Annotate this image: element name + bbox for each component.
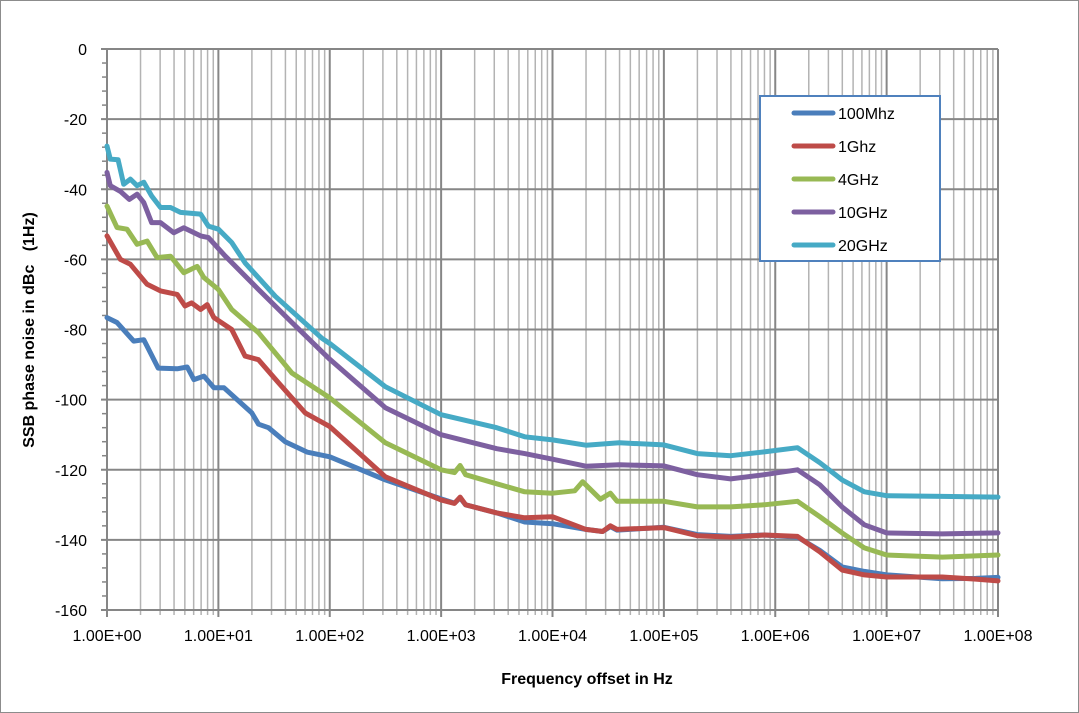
x-tick-label: 1.00E+05 <box>629 628 698 645</box>
y-tick-label: -60 <box>64 252 87 269</box>
y-tick-label: -140 <box>55 533 87 550</box>
x-tick-label: 1.00E+01 <box>184 628 253 645</box>
series-line-20ghz <box>104 143 1001 500</box>
legend-label: 1Ghz <box>838 139 876 156</box>
y-tick-label: -20 <box>64 112 87 129</box>
legend-label: 4GHz <box>838 172 879 189</box>
legend-label: 20GHz <box>838 238 888 255</box>
legend-label: 100Mhz <box>838 106 895 123</box>
x-axis-title: Frequency offset in Hz <box>501 671 673 688</box>
x-tick-label: 1.00E+02 <box>295 628 364 645</box>
x-tick-label: 1.00E+08 <box>964 628 1033 645</box>
legend-box <box>759 95 941 262</box>
x-tick-label: 1.00E+07 <box>852 628 921 645</box>
legend: 100Mhz 1Ghz 4GHz 10GHz 20GHz <box>759 95 941 262</box>
series-line-4ghz <box>104 203 1001 560</box>
x-tick-label: 1.00E+06 <box>741 628 810 645</box>
series-line-10ghz <box>104 169 1001 537</box>
y-tick-label: 0 <box>78 42 87 59</box>
tick-labels: 0 -20 -40 -60 -80 -100 -120 -140 -160 1.00E+00 1.0… <box>55 42 1033 645</box>
series-line-1ghz <box>104 233 1001 584</box>
x-tick-label: 1.00E+00 <box>73 628 142 645</box>
y-axis-title: SSB phase noise in dBc (1Hz) <box>21 212 38 448</box>
legend-label: 10GHz <box>838 205 888 222</box>
y-tick-label: -40 <box>64 182 87 199</box>
y-tick-label: -160 <box>55 603 87 620</box>
x-tick-label: 1.00E+03 <box>407 628 476 645</box>
y-tick-label: -100 <box>55 393 87 410</box>
y-tick-label: -80 <box>64 323 87 340</box>
series-lines <box>104 143 1001 584</box>
x-tick-label: 1.00E+04 <box>518 628 587 645</box>
y-tick-label: -120 <box>55 463 87 480</box>
grid <box>101 48 999 617</box>
